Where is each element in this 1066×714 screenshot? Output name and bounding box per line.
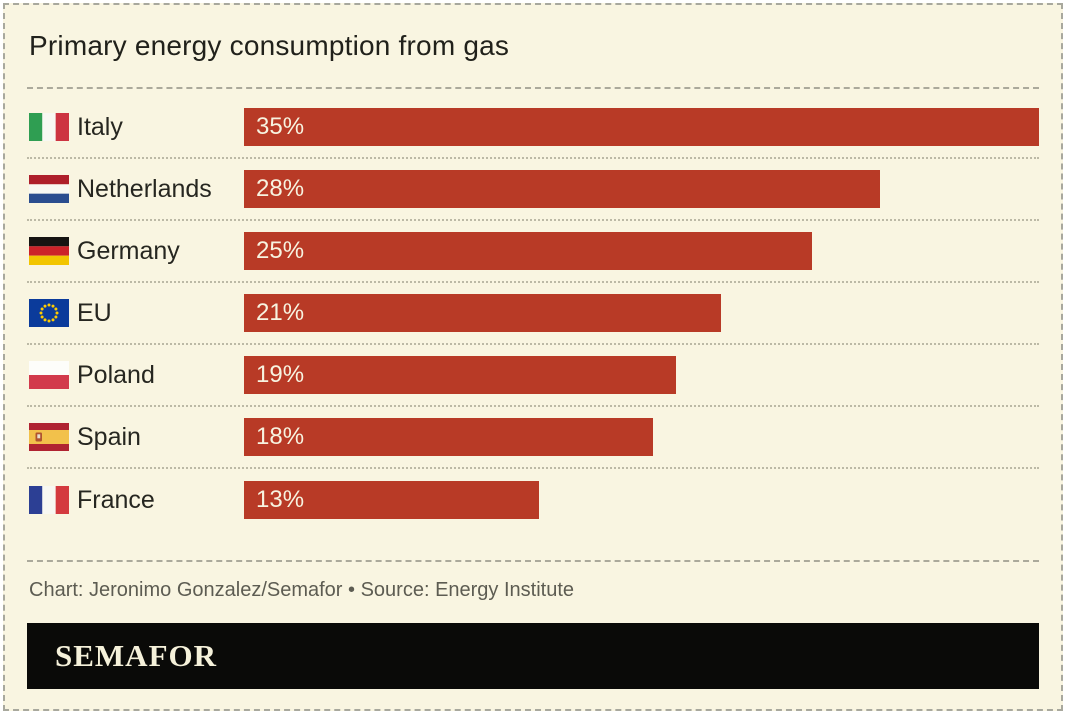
bar: 35%: [244, 108, 1039, 146]
row-label: France: [77, 485, 155, 514]
bar: 13%: [244, 481, 540, 519]
bar-track: 18%: [244, 418, 1039, 456]
bar-value-label: 25%: [256, 237, 305, 264]
row-label: Italy: [77, 112, 123, 141]
bar-track: 25%: [244, 232, 1039, 270]
chart-title: Primary energy consumption from gas: [29, 30, 510, 61]
bar: 18%: [244, 418, 653, 456]
bar: 25%: [244, 232, 812, 270]
chart-row-eu: EU 21%: [27, 283, 1039, 345]
row-label: Poland: [77, 360, 155, 389]
bar: 19%: [244, 356, 676, 394]
germany-flag-icon: [29, 237, 69, 265]
bar-value-label: 35%: [256, 113, 305, 140]
netherlands-flag-icon: [29, 175, 69, 203]
bar-track: 13%: [244, 481, 1039, 519]
bar-value-label: 19%: [256, 361, 305, 388]
footer-separator: [27, 560, 1039, 562]
row-label: Netherlands: [77, 174, 212, 203]
bar-value-label: 28%: [256, 175, 305, 202]
chart-row-germany: Germany 25%: [27, 221, 1039, 283]
bar-track: 21%: [244, 294, 1039, 332]
spain-flag-icon: [29, 423, 69, 451]
chart-row-italy: Italy 35%: [27, 97, 1039, 159]
row-label: EU: [77, 298, 112, 327]
semafor-banner: SEMAFOR: [27, 623, 1039, 689]
chart-row-netherlands: Netherlands 28%: [27, 159, 1039, 221]
row-label: Germany: [77, 236, 180, 265]
bar-value-label: 18%: [256, 423, 305, 450]
france-flag-icon: [29, 486, 69, 514]
chart-row-france: France 13%: [27, 469, 1039, 531]
eu-flag-icon: [29, 299, 69, 327]
semafor-wordmark: SEMAFOR: [55, 638, 217, 673]
italy-flag-icon: [29, 113, 69, 141]
bar-value-label: 13%: [256, 486, 305, 513]
poland-flag-icon: [29, 361, 69, 389]
bar-track: 28%: [244, 170, 1039, 208]
row-label: Spain: [77, 422, 141, 451]
bar-track: 35%: [244, 108, 1039, 146]
title-separator: [27, 87, 1039, 89]
bar: 28%: [244, 170, 880, 208]
bar-chart: Italy 35% Netherlands 28%: [27, 97, 1039, 531]
bar-track: 19%: [244, 356, 1039, 394]
chart-card: Primary energy consumption from gas Ital…: [3, 3, 1063, 711]
chart-row-spain: Spain 18%: [27, 407, 1039, 469]
bar-value-label: 21%: [256, 299, 305, 326]
bar: 21%: [244, 294, 721, 332]
chart-row-poland: Poland 19%: [27, 345, 1039, 407]
chart-credit: Chart: Jeronimo Gonzalez/Semafor • Sourc…: [29, 579, 575, 601]
